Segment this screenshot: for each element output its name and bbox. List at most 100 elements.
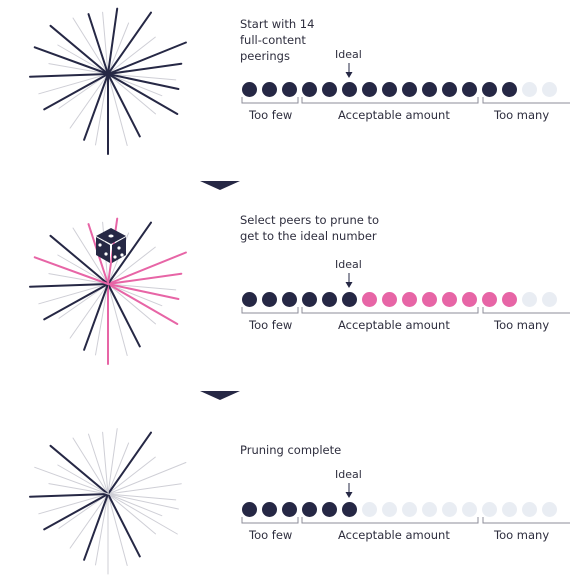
faint-ray (107, 493, 128, 566)
peer-dot-pruned (362, 292, 377, 307)
removed-peer-ray (107, 483, 182, 495)
removed-peer-ray (107, 462, 187, 495)
faint-ray (107, 283, 156, 325)
peer-dot-empty (502, 502, 517, 517)
peer-dot-empty (442, 502, 457, 517)
peer-ray (49, 444, 109, 495)
stage-select: Select peers to prune to get to the idea… (0, 210, 570, 370)
stage-start: Start with 14 full-content peerings Idea… (0, 0, 570, 160)
faint-ray (58, 73, 109, 109)
too-many-label: Too many (494, 528, 550, 542)
peer-dot-active (282, 502, 297, 517)
pruned-peer-ray (107, 283, 180, 300)
faint-ray (107, 246, 156, 285)
peer-dot-active (262, 82, 277, 97)
faint-ray (107, 493, 163, 517)
peer-dot-active (322, 82, 337, 97)
faint-ray (107, 493, 177, 501)
faint-ray (102, 431, 109, 495)
peer-dot-empty (522, 292, 537, 307)
peer-dot-active (242, 82, 257, 97)
too-many-label: Too many (494, 108, 550, 122)
acceptable-label: Acceptable amount (338, 528, 450, 542)
peer-dot-active (302, 292, 317, 307)
peer-dot-active (342, 82, 357, 97)
pruned-peer-ray (107, 272, 183, 285)
arrow-down-icon (345, 483, 353, 498)
too-few-label: Too few (249, 528, 293, 542)
stage-caption: Pruning complete (240, 443, 342, 457)
peer-dot-active (262, 292, 277, 307)
too-few-label: Too few (249, 318, 293, 332)
faint-ray (38, 493, 109, 515)
faint-ray (58, 493, 109, 529)
peer-ray (107, 7, 119, 75)
peer-dot-pruned (442, 292, 457, 307)
faint-ray (107, 73, 177, 81)
peer-dot-empty (522, 82, 537, 97)
faint-ray (48, 483, 109, 495)
peer-ray (107, 62, 183, 75)
peer-count-row (240, 501, 570, 521)
faint-ray (57, 44, 109, 75)
peer-dot-empty (462, 502, 477, 517)
peer-count-row (240, 291, 570, 311)
peer-dot-active (482, 82, 497, 97)
too-many-label: Too many (494, 318, 550, 332)
faint-ray (107, 283, 128, 356)
peer-ray (107, 73, 179, 115)
faint-ray (38, 283, 109, 305)
faint-ray (107, 36, 156, 75)
faint-ray (69, 493, 109, 549)
peer-dot-pruned (382, 292, 397, 307)
faint-ray (48, 63, 109, 75)
pruned-peer-ray (33, 256, 109, 285)
pruned-peer-ray (107, 283, 179, 325)
range-brackets (241, 97, 570, 104)
peer-dot-pruned (422, 292, 437, 307)
faint-ray (57, 464, 109, 495)
faint-ray (107, 442, 130, 495)
faint-ray (107, 493, 156, 535)
peer-dot-empty (542, 502, 557, 517)
peer-ray (43, 283, 109, 321)
faint-ray (69, 283, 109, 339)
peer-dot-empty (542, 82, 557, 97)
chevron-down-icon (200, 181, 240, 190)
ideal-label: Ideal (335, 468, 362, 481)
peer-dot-active (322, 292, 337, 307)
peer-dot-active (322, 502, 337, 517)
peer-dot-empty (482, 502, 497, 517)
peer-ray (29, 493, 109, 498)
stage-caption: Select peers to prune to get to the idea… (240, 213, 380, 243)
peer-ray (107, 11, 152, 75)
peer-star-complete (29, 428, 187, 575)
stage-complete: Pruning complete Ideal Too few Acceptabl… (0, 420, 570, 580)
faint-ray (72, 17, 109, 75)
peer-dot-empty (402, 502, 417, 517)
peer-ray (33, 46, 109, 75)
faint-ray (72, 437, 109, 495)
acceptable-label: Acceptable amount (338, 108, 450, 122)
peer-ray (107, 431, 152, 495)
peer-dot-active (402, 82, 417, 97)
peer-dot-active (302, 82, 317, 97)
peer-dot-active (262, 502, 277, 517)
faint-ray (69, 73, 109, 129)
faint-ray (107, 283, 177, 291)
arrow-down-icon (345, 273, 353, 288)
peer-dot-pruned (402, 292, 417, 307)
faint-ray (95, 283, 109, 356)
peer-ray (107, 73, 180, 90)
peer-dot-active (382, 82, 397, 97)
peer-dot-active (242, 292, 257, 307)
peer-ray (107, 221, 152, 285)
peer-star-select (29, 217, 187, 365)
faint-ray (102, 11, 109, 75)
peer-ray (29, 73, 109, 78)
faint-ray (72, 227, 109, 285)
peer-ray (83, 73, 109, 141)
faint-ray (107, 73, 156, 115)
peer-ray (49, 24, 109, 75)
peer-ray (87, 13, 109, 75)
